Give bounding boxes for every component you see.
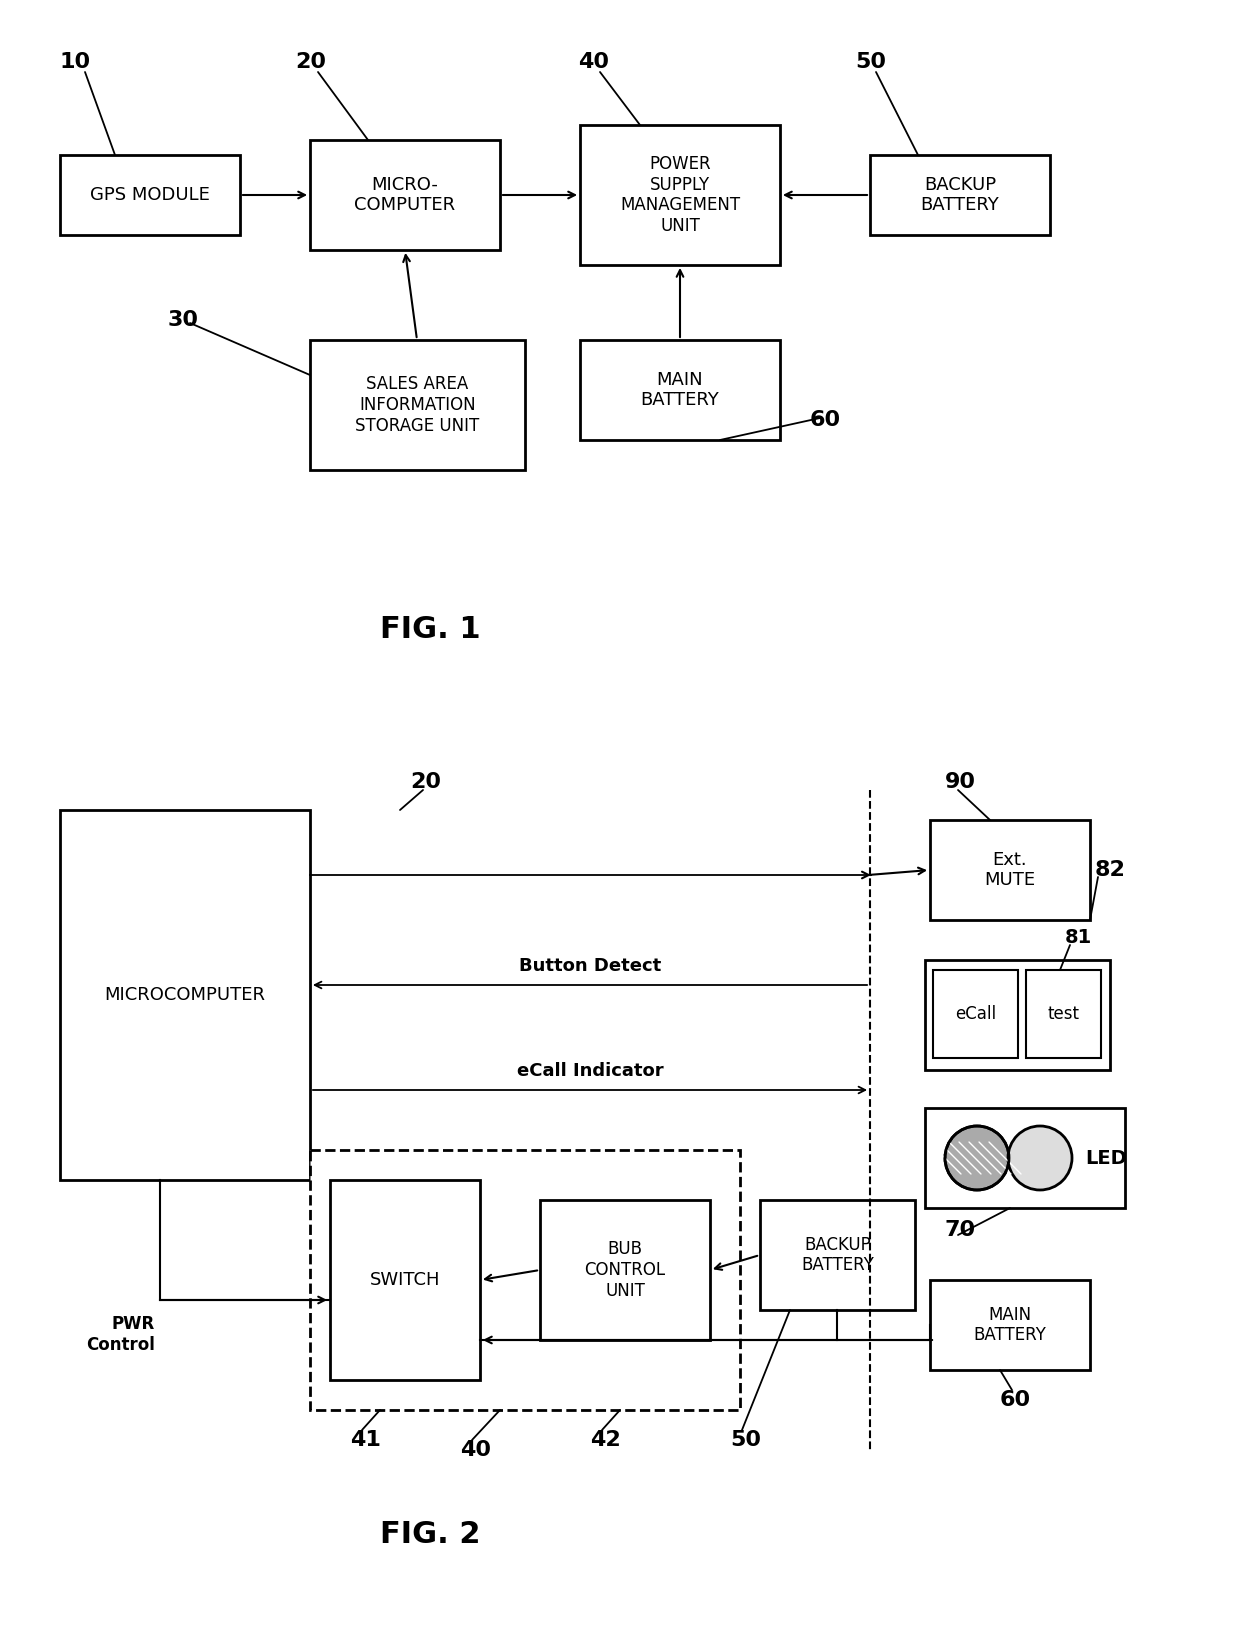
Text: MICROCOMPUTER: MICROCOMPUTER xyxy=(104,986,265,1004)
Bar xyxy=(330,1180,480,1380)
Text: 40: 40 xyxy=(578,53,609,72)
Bar xyxy=(310,1150,740,1410)
Circle shape xyxy=(1008,1125,1073,1190)
Text: FIG. 2: FIG. 2 xyxy=(379,1520,480,1549)
Text: test: test xyxy=(1048,1006,1080,1024)
Bar xyxy=(580,340,780,440)
Text: 42: 42 xyxy=(590,1429,621,1451)
Text: 90: 90 xyxy=(945,772,976,792)
Text: SWITCH: SWITCH xyxy=(370,1272,440,1290)
Text: eCall: eCall xyxy=(955,1006,996,1024)
Text: 60: 60 xyxy=(999,1390,1032,1410)
Text: 81: 81 xyxy=(1065,928,1092,946)
Text: BACKUP
BATTERY: BACKUP BATTERY xyxy=(920,176,999,214)
Bar xyxy=(539,1199,711,1341)
Bar xyxy=(930,1280,1090,1370)
Bar xyxy=(1025,969,1101,1058)
Text: LED: LED xyxy=(1085,1148,1127,1168)
Bar xyxy=(932,969,1018,1058)
Bar xyxy=(60,154,241,235)
Text: 50: 50 xyxy=(730,1429,761,1451)
Text: MAIN
BATTERY: MAIN BATTERY xyxy=(973,1306,1047,1344)
Text: 10: 10 xyxy=(60,53,91,72)
Text: BACKUP
BATTERY: BACKUP BATTERY xyxy=(801,1236,874,1275)
Text: eCall Indicator: eCall Indicator xyxy=(517,1061,663,1079)
Bar xyxy=(310,340,525,470)
Text: Button Detect: Button Detect xyxy=(518,956,661,974)
Text: GPS MODULE: GPS MODULE xyxy=(91,186,210,204)
Text: 82: 82 xyxy=(1095,859,1126,881)
Text: 20: 20 xyxy=(295,53,326,72)
Text: SALES AREA
INFORMATION
STORAGE UNIT: SALES AREA INFORMATION STORAGE UNIT xyxy=(356,375,480,435)
Bar xyxy=(925,960,1110,1070)
Bar xyxy=(580,125,780,265)
Bar xyxy=(870,154,1050,235)
Text: FIG. 1: FIG. 1 xyxy=(379,614,480,644)
Bar xyxy=(760,1199,915,1309)
Text: 20: 20 xyxy=(410,772,441,792)
Text: 41: 41 xyxy=(350,1429,381,1451)
Bar xyxy=(925,1107,1125,1208)
Circle shape xyxy=(945,1125,1009,1190)
Text: 70: 70 xyxy=(945,1221,976,1240)
Text: MICRO-
COMPUTER: MICRO- COMPUTER xyxy=(355,176,455,214)
Text: 50: 50 xyxy=(856,53,887,72)
Text: Ext.
MUTE: Ext. MUTE xyxy=(985,851,1035,889)
Text: BUB
CONTROL
UNIT: BUB CONTROL UNIT xyxy=(584,1240,666,1300)
Text: 30: 30 xyxy=(167,311,198,330)
Bar xyxy=(310,140,500,250)
Text: PWR
Control: PWR Control xyxy=(86,1314,155,1354)
Bar xyxy=(60,810,310,1180)
Bar xyxy=(930,820,1090,920)
Text: MAIN
BATTERY: MAIN BATTERY xyxy=(641,371,719,409)
Text: 40: 40 xyxy=(460,1439,491,1461)
Text: 60: 60 xyxy=(810,411,841,430)
Text: POWER
SUPPLY
MANAGEMENT
UNIT: POWER SUPPLY MANAGEMENT UNIT xyxy=(620,154,740,235)
